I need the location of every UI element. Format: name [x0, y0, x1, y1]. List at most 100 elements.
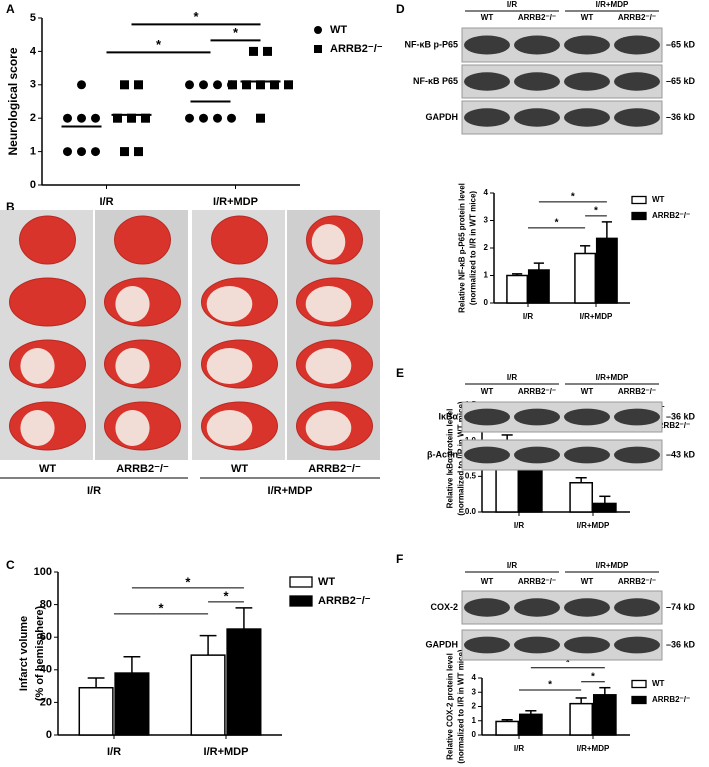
- dot: [256, 113, 265, 123]
- dot: [227, 113, 236, 123]
- dot: [127, 113, 136, 123]
- panel-letter: D: [396, 2, 405, 16]
- blot-group-label: I/R+MDP: [596, 0, 629, 9]
- y-tick-label: 3: [30, 79, 36, 91]
- bar: [527, 269, 550, 304]
- dot: [63, 147, 72, 157]
- y-tick-label: 2: [472, 702, 477, 711]
- brain-slice: [114, 215, 171, 265]
- y-tick-label: 0: [484, 298, 489, 307]
- dot: [77, 147, 86, 157]
- blot-band: [564, 636, 610, 654]
- dot: [77, 113, 86, 123]
- blot-band: [564, 598, 610, 617]
- blot-band: [514, 446, 560, 464]
- x-tick-label: I/R+MDP: [577, 744, 610, 753]
- y-axis-label: Relative NF-κB p-P65 protein level: [458, 183, 467, 313]
- blot-band: [614, 408, 660, 426]
- y-axis-label: Relative IκBα protein level: [446, 409, 455, 509]
- blot-band: [564, 108, 610, 127]
- blot-size-label: –65 kD: [666, 76, 696, 86]
- y-tick-label: 60: [40, 631, 52, 643]
- significance-label: *: [571, 192, 575, 203]
- legend-label: WT: [330, 24, 347, 36]
- bar: [114, 672, 150, 736]
- infarct-area: [305, 410, 352, 446]
- legend-swatch: [289, 595, 313, 607]
- y-tick-label: 20: [40, 696, 52, 708]
- y-tick-label: 0: [472, 730, 477, 739]
- y-tick-label: 5: [30, 12, 36, 24]
- blot-size-label: –36 kD: [666, 639, 696, 649]
- y-tick-label: 3: [484, 216, 489, 225]
- infarct-area: [206, 348, 253, 384]
- y-tick-label: 0: [30, 179, 36, 191]
- blot-band: [564, 35, 610, 55]
- dot: [134, 147, 143, 157]
- bar: [592, 502, 617, 513]
- y-tick-label: 3: [472, 687, 477, 696]
- y-axis-label: Relative COX-2 protein level: [446, 653, 455, 760]
- legend-swatch: [631, 695, 647, 705]
- legend-label: ARRB2⁻/⁻: [330, 43, 383, 55]
- panel-letter: E: [396, 366, 404, 380]
- legend-marker: [314, 26, 322, 34]
- dot: [242, 80, 251, 90]
- blot-row-label: β-Actin: [427, 449, 458, 459]
- significance-label: *: [185, 574, 191, 589]
- infarct-area: [115, 286, 150, 322]
- dot: [91, 147, 100, 157]
- dot: [113, 113, 122, 123]
- blot-band: [464, 598, 510, 617]
- significance-label: *: [223, 588, 229, 603]
- blot-band: [464, 72, 510, 91]
- photo-lane-label: WT: [39, 463, 56, 475]
- blot-band: [564, 408, 610, 426]
- bar: [506, 274, 529, 304]
- y-tick-label: 4: [30, 45, 37, 57]
- legend-label: ARRB2⁻/⁻: [652, 421, 690, 430]
- dot: [91, 113, 100, 123]
- blot-size-label: –36 kD: [666, 112, 696, 122]
- infarct-area: [115, 348, 150, 384]
- blot-row-label: GAPDH: [425, 639, 458, 649]
- legend-label: WT: [318, 576, 335, 588]
- y-tick-label: 1: [472, 716, 477, 725]
- blot-band: [464, 408, 510, 426]
- blot-group-label: I/R+MDP: [596, 561, 629, 570]
- blot-lane-label: WT: [481, 13, 494, 22]
- bar: [574, 252, 597, 304]
- blot-band: [564, 446, 610, 464]
- blot-lane-label: ARRB2⁻/⁻: [618, 387, 656, 396]
- blot-group-label: I/R: [507, 373, 517, 382]
- blot-lane-label: ARRB2⁻/⁻: [518, 13, 556, 22]
- bar: [592, 694, 617, 736]
- significance-label: *: [156, 37, 162, 52]
- blot-band: [614, 35, 660, 55]
- bar: [569, 702, 594, 736]
- significance-label: *: [591, 671, 595, 682]
- legend-label: WT: [652, 195, 665, 204]
- dot: [249, 46, 258, 56]
- blot-group-label: I/R+MDP: [596, 373, 629, 382]
- x-tick-label: I/R+MDP: [213, 196, 258, 208]
- dot: [213, 80, 222, 90]
- infarct-area: [20, 410, 55, 446]
- photo-lane-label: WT: [231, 463, 248, 475]
- photo-lane-label: ARRB2⁻/⁻: [116, 463, 169, 475]
- legend-label: ARRB2⁻/⁻: [652, 695, 690, 704]
- legend-marker: [314, 45, 322, 53]
- y-tick-label: 40: [40, 664, 52, 676]
- x-tick-label: I/R+MDP: [580, 312, 613, 321]
- legend-swatch: [289, 576, 313, 588]
- blot-lane-label: WT: [581, 387, 594, 396]
- bar: [495, 720, 520, 736]
- infarct-area: [305, 348, 352, 384]
- infarct-area: [206, 410, 253, 446]
- x-tick-label: I/R: [107, 746, 121, 758]
- dot: [228, 80, 237, 90]
- blot-lane-label: WT: [481, 387, 494, 396]
- dot: [134, 80, 143, 90]
- blot-band: [514, 108, 560, 127]
- blot-lane-label: WT: [581, 577, 594, 586]
